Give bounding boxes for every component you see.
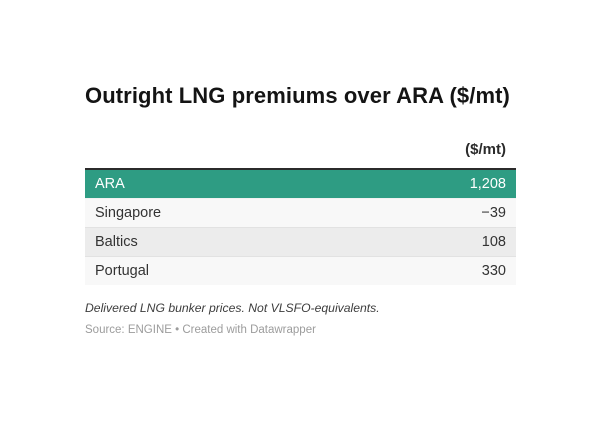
chart-source: Source: ENGINE • Created with Datawrappe… bbox=[85, 324, 316, 336]
row-label: Singapore bbox=[95, 205, 162, 221]
row-value: 1,208 bbox=[469, 176, 506, 192]
data-table: ARA 1,208 Singapore −39 Baltics 108 Port… bbox=[85, 170, 516, 285]
row-value: −39 bbox=[481, 205, 506, 221]
chart-notes: Delivered LNG bunker prices. Not VLSFO-e… bbox=[85, 301, 380, 315]
table-row-singapore: Singapore −39 bbox=[85, 198, 516, 227]
row-label: Portugal bbox=[95, 263, 150, 279]
table-row-portugal: Portugal 330 bbox=[85, 256, 516, 285]
row-value: 330 bbox=[481, 263, 506, 279]
row-value: 108 bbox=[481, 234, 506, 250]
column-header-value: ($/mt) bbox=[85, 142, 516, 170]
chart-container: Outright LNG premiums over ARA ($/mt) ($… bbox=[85, 0, 516, 338]
table-row-baltics: Baltics 108 bbox=[85, 227, 516, 256]
row-label: ARA bbox=[95, 176, 125, 192]
row-label: Baltics bbox=[95, 234, 138, 250]
table-row-ara: ARA 1,208 bbox=[85, 170, 516, 198]
chart-title: Outright LNG premiums over ARA ($/mt) bbox=[85, 83, 510, 108]
